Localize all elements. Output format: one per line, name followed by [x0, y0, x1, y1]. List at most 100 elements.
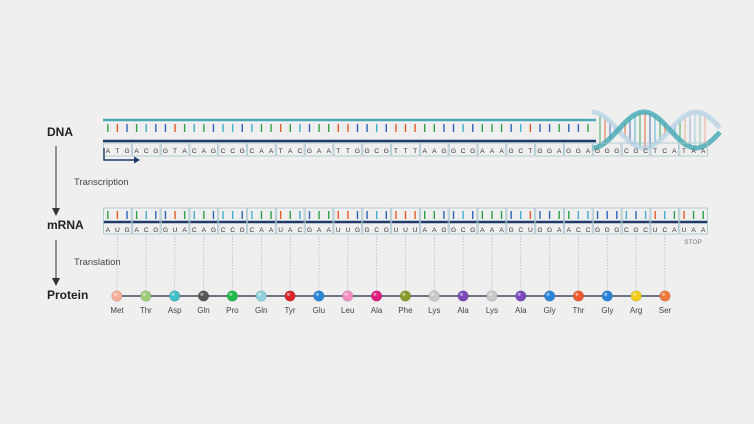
dna-codon-box	[535, 142, 564, 157]
dna-base-letter: G	[614, 148, 619, 155]
translation-label: Translation	[74, 257, 121, 268]
mrna-base-letter: G	[153, 227, 158, 234]
mrna-label: mRNA	[47, 218, 84, 232]
mrna-codon-box	[391, 207, 420, 235]
mrna-base-letter: G	[365, 227, 370, 234]
dna-base-letter: T	[653, 148, 657, 155]
dna-base-letter: G	[163, 148, 168, 155]
mrna-codon-box	[304, 207, 334, 235]
amino-acid-bead	[544, 290, 556, 302]
amino-acid-bead-highlight	[344, 292, 348, 296]
mrna-base-letter: C	[374, 227, 379, 234]
mrna-codon-box	[621, 207, 651, 235]
amino-acid-bead-highlight	[488, 292, 492, 296]
dna-codon-box	[160, 142, 190, 157]
amino-acid-label: Ala	[371, 306, 383, 315]
dna-codon-box	[564, 142, 593, 157]
mrna-base-letter: C	[230, 227, 235, 234]
dna-base-letter: C	[461, 148, 466, 155]
dna-codon-box	[506, 142, 535, 157]
mrna-base-letter: C	[643, 227, 648, 234]
dna-base-letter: C	[624, 148, 629, 155]
mrna-codon-box	[506, 207, 535, 235]
dna-base-letter: C	[221, 148, 226, 155]
amino-acid-bead-highlight	[517, 292, 521, 296]
dna-base-letter: C	[662, 148, 667, 155]
amino-acid-label: Tyr	[284, 306, 295, 315]
dna-codon-box	[477, 142, 507, 157]
amino-acid-label: Gly	[601, 306, 613, 315]
dna-codon-box	[304, 142, 334, 157]
dna-base-letter: A	[288, 148, 293, 155]
amino-acid-label: Arg	[630, 306, 642, 315]
amino-acid-label: Ala	[515, 306, 527, 315]
mrna-codon-box	[477, 207, 507, 235]
mrna-base-letter: G	[384, 227, 389, 234]
amino-acid-bead	[169, 290, 181, 302]
mrna-base-letter: G	[595, 227, 600, 234]
dna-base-letter: T	[394, 148, 398, 155]
mrna-base-letter: C	[586, 227, 591, 234]
dna-base-letter: T	[403, 148, 407, 155]
mrna-base-letter: G	[211, 227, 216, 234]
dna-base-letter: A	[499, 148, 504, 155]
dna-codon-box	[247, 142, 276, 157]
mrna-codon-box	[189, 207, 219, 235]
dna-base-letter: A	[557, 148, 562, 155]
mrna-base-letter: A	[259, 227, 264, 234]
dna-codon-box	[333, 142, 363, 157]
dna-label: DNA	[47, 125, 73, 139]
dna-base-letter: A	[490, 148, 495, 155]
amino-acid-label: Gly	[544, 306, 556, 315]
amino-acid-bead	[428, 290, 440, 302]
mrna-base-letter: G	[163, 227, 168, 234]
dna-base-letter: G	[211, 148, 216, 155]
mrna-base-letter: U	[278, 227, 283, 234]
mrna-base-letter: C	[662, 227, 667, 234]
dna-base-letter: T	[528, 148, 532, 155]
transcription-start-arrow	[103, 148, 140, 164]
mrna-base-letter: G	[307, 227, 312, 234]
dna-codon-box	[650, 142, 679, 157]
mrna-base-letter: U	[653, 227, 658, 234]
dna-base-letter: G	[595, 148, 600, 155]
dna-base-letter: T	[279, 148, 283, 155]
mrna-codon-box	[564, 207, 593, 235]
mrna-base-letter: A	[499, 227, 504, 234]
amino-acid-label: Ala	[457, 306, 469, 315]
mrna-codon-box	[448, 207, 478, 235]
mrna-base-letter: C	[144, 227, 149, 234]
dna-base-letter: A	[691, 148, 696, 155]
amino-acid-bead	[572, 290, 585, 302]
mrna-base-letter: C	[518, 227, 523, 234]
protein-label: Protein	[47, 288, 88, 302]
amino-acid-bead-highlight	[142, 292, 146, 296]
dna-base-letter: C	[374, 148, 379, 155]
protein-chain-beads: Met Thr Asp Gln Pro Gln Tyr Glu Leu Ala Phe Lys Ala L…	[110, 290, 672, 315]
dna-base-letter: A	[326, 148, 331, 155]
mrna-base-letter: G	[451, 227, 456, 234]
mrna-base-letter: A	[134, 227, 139, 234]
dna-base-letter: G	[576, 148, 581, 155]
dna-codon-box	[362, 142, 391, 157]
mrna-codon-box	[535, 207, 564, 235]
mrna-codon-box	[247, 207, 276, 235]
amino-acid-label: Gln	[255, 306, 267, 315]
dna-base-letter: A	[586, 148, 591, 155]
mrna-base-letter: U	[403, 227, 408, 234]
dna-base-letter: G	[240, 148, 245, 155]
amino-acid-bead-highlight	[402, 292, 406, 296]
amino-acid-label: Ser	[659, 306, 672, 315]
amino-acid-bead	[342, 290, 354, 302]
amino-acid-bead	[140, 290, 152, 302]
dna-base-letter: C	[144, 148, 149, 155]
transcription-label: Transcription	[74, 177, 129, 188]
mrna-base-letter: U	[682, 227, 687, 234]
dna-base-letter: A	[423, 148, 428, 155]
dna-codon-box	[391, 142, 420, 157]
dna-base-letter: T	[336, 148, 340, 155]
codon-links	[116, 234, 666, 291]
mrna-base-letter: G	[240, 227, 245, 234]
